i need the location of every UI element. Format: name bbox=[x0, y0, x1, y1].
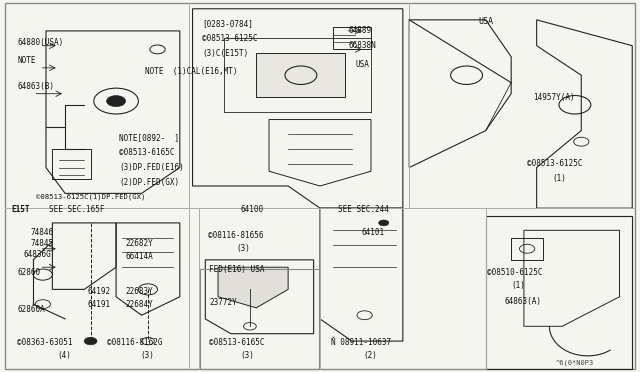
Text: NOTE  (1)CAL(E16,MT): NOTE (1)CAL(E16,MT) bbox=[145, 67, 237, 76]
Text: 22682Y: 22682Y bbox=[125, 239, 154, 248]
Text: 74845: 74845 bbox=[30, 239, 53, 248]
Polygon shape bbox=[256, 53, 346, 97]
Text: 62860: 62860 bbox=[17, 268, 40, 277]
FancyBboxPatch shape bbox=[4, 3, 636, 369]
Text: ©08116-8162G: ©08116-8162G bbox=[106, 339, 162, 347]
Text: 64863(B): 64863(B) bbox=[17, 82, 54, 91]
Text: (3): (3) bbox=[140, 350, 154, 360]
Text: 22683Y: 22683Y bbox=[125, 287, 154, 296]
Text: 22684Y: 22684Y bbox=[125, 300, 154, 310]
Text: ©08513-6125C(1)DP.FED(GX): ©08513-6125C(1)DP.FED(GX) bbox=[36, 194, 146, 201]
Text: ©08513-6125C: ©08513-6125C bbox=[527, 159, 582, 169]
Text: (3): (3) bbox=[241, 350, 254, 360]
Text: 64191: 64191 bbox=[88, 300, 111, 310]
Text: (2): (2) bbox=[364, 350, 377, 360]
Text: 64192: 64192 bbox=[88, 287, 111, 296]
Text: 64863(A): 64863(A) bbox=[505, 297, 542, 306]
Text: (1): (1) bbox=[552, 174, 566, 183]
Text: 66838N: 66838N bbox=[349, 41, 376, 50]
Text: (3): (3) bbox=[236, 244, 250, 253]
Text: FED(E16) USA: FED(E16) USA bbox=[209, 264, 264, 273]
Text: NOTE[0892-  ]: NOTE[0892- ] bbox=[119, 134, 179, 142]
Text: USA: USA bbox=[355, 60, 369, 69]
Text: 66414A: 66414A bbox=[125, 251, 154, 261]
Text: ©08116-81656: ©08116-81656 bbox=[209, 231, 264, 240]
Text: 14957Y(A): 14957Y(A) bbox=[534, 93, 575, 102]
Text: SEE SEC.165F: SEE SEC.165F bbox=[49, 205, 105, 215]
Circle shape bbox=[84, 337, 97, 345]
Polygon shape bbox=[218, 267, 288, 308]
Circle shape bbox=[379, 220, 389, 226]
Text: (1): (1) bbox=[511, 281, 525, 290]
Text: ©08363-63051: ©08363-63051 bbox=[17, 339, 73, 347]
Text: E15T: E15T bbox=[11, 205, 29, 215]
Text: ©08513-6125C: ©08513-6125C bbox=[202, 34, 258, 43]
Text: ©08513-6165C: ©08513-6165C bbox=[209, 339, 264, 347]
Text: ©08513-6165C: ©08513-6165C bbox=[119, 148, 175, 157]
Text: USA: USA bbox=[478, 17, 493, 26]
Text: 62860A: 62860A bbox=[17, 305, 45, 314]
Text: ©08510-6125C: ©08510-6125C bbox=[487, 268, 543, 277]
Text: SEE SEC.244: SEE SEC.244 bbox=[338, 205, 388, 215]
Text: (3)C(E15T): (3)C(E15T) bbox=[202, 49, 248, 58]
Text: [0283-0784]: [0283-0784] bbox=[202, 19, 253, 28]
Text: Ň 08911-10637: Ň 08911-10637 bbox=[332, 339, 392, 347]
Text: 64836G: 64836G bbox=[24, 250, 51, 259]
Text: 64100: 64100 bbox=[241, 205, 264, 215]
Text: 23772Y: 23772Y bbox=[209, 298, 237, 307]
Text: 64880(USA): 64880(USA) bbox=[17, 38, 63, 46]
Circle shape bbox=[106, 96, 125, 107]
Text: 64101: 64101 bbox=[362, 228, 385, 237]
Text: (2)DP.FED(GX): (2)DP.FED(GX) bbox=[119, 178, 179, 187]
Text: (4): (4) bbox=[58, 350, 71, 360]
Text: 64889: 64889 bbox=[349, 26, 372, 35]
Text: 74846: 74846 bbox=[30, 228, 53, 237]
Text: NOTE: NOTE bbox=[17, 56, 36, 65]
Text: ^6(0*N0P3: ^6(0*N0P3 bbox=[556, 359, 594, 366]
Text: (3)DP.FED(E16): (3)DP.FED(E16) bbox=[119, 163, 184, 172]
